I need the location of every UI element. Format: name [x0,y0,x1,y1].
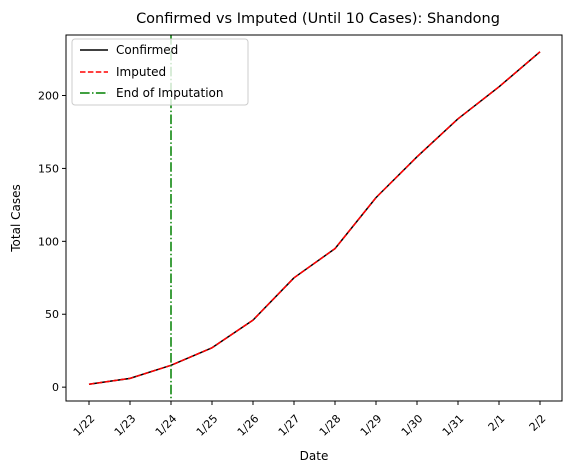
x-tick-label: 1/24 [153,412,180,439]
x-tick-label: 1/27 [276,412,303,439]
y-tick-label: 50 [45,308,59,321]
legend-box [71,38,249,106]
x-tick-label: 1/28 [317,412,344,439]
x-tick-label: 1/30 [399,412,426,439]
legend-label-imputed: Imputed [116,65,166,79]
y-tick-label: 150 [38,162,59,175]
x-axis: 1/22 1/23 1/24 1/25 1/26 1/27 1/28 1/29 1/30 1/31… [71,401,549,439]
y-axis-label: Total Cases [9,184,23,252]
x-tick-label: 2/2 [527,412,549,434]
legend: Confirmed Imputed End of Imputation [71,38,249,106]
x-tick-label: 2/1 [486,412,508,434]
x-tick-label: 1/26 [235,412,262,439]
x-axis-label: Date [300,449,329,463]
y-tick-label: 0 [52,381,59,394]
plot-frame [65,34,563,402]
x-tick-label: 1/23 [112,412,139,439]
legend-label-confirmed: Confirmed [116,43,178,57]
y-tick-label: 100 [38,235,59,248]
x-tick-label: 1/31 [440,412,467,439]
legend-label-end-of-imputation: End of Imputation [116,86,224,100]
x-tick-label: 1/25 [194,412,221,439]
x-tick-label: 1/22 [71,412,98,439]
y-tick-label: 200 [38,90,59,103]
x-tick-label: 1/29 [358,412,385,439]
series-line-imputed [88,51,541,385]
y-axis: 0 50 100 150 200 [38,90,66,394]
chart-title: Confirmed vs Imputed (Until 10 Cases): S… [136,11,500,27]
